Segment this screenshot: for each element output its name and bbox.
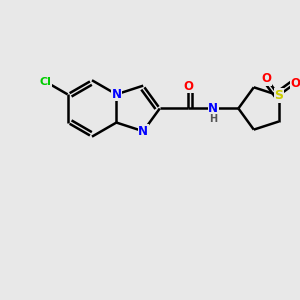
Text: N: N xyxy=(138,125,148,138)
Text: N: N xyxy=(208,102,218,115)
Text: O: O xyxy=(290,77,300,90)
Text: O: O xyxy=(183,80,193,93)
Text: N: N xyxy=(111,88,122,101)
Text: Cl: Cl xyxy=(40,77,52,87)
Text: O: O xyxy=(262,72,272,85)
Text: S: S xyxy=(274,89,283,102)
Text: H: H xyxy=(209,114,217,124)
